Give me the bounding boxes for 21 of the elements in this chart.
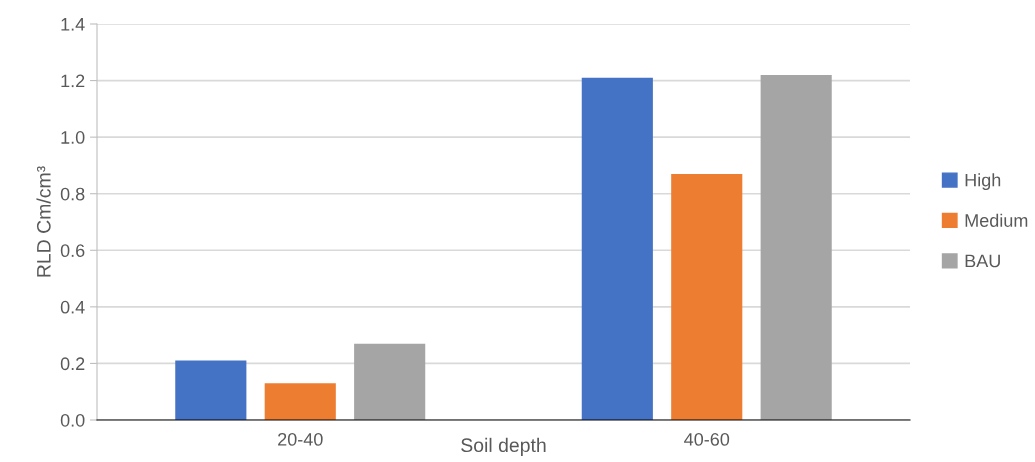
bar: [671, 173, 743, 420]
y-axis-title: RLD Cm/cm³: [36, 166, 51, 277]
y-tick-label: 1.2: [61, 74, 85, 88]
y-tick-label: 1.0: [61, 131, 85, 144]
y-tick-label: 0.0: [60, 413, 85, 427]
y-tick-label: 0.6: [60, 244, 85, 258]
bar: [760, 74, 832, 420]
x-tick-label: 40-60: [684, 432, 730, 446]
y-tick-label: 0.4: [60, 300, 85, 314]
x-tick-label: 20-40: [278, 432, 323, 446]
y-tick-label: 1.4: [61, 18, 85, 31]
legend-label: Medium: [965, 213, 1028, 227]
legend-label: High: [965, 173, 1001, 191]
y-tick-label: 0.2: [60, 357, 85, 371]
bar: [175, 360, 247, 420]
bar: [354, 343, 426, 420]
x-axis-title: Soil depth: [461, 437, 546, 456]
y-tick-label: 0.8: [60, 187, 85, 201]
bar: [581, 77, 653, 420]
legend-label: BAU: [965, 254, 1000, 268]
bar: [264, 383, 336, 420]
